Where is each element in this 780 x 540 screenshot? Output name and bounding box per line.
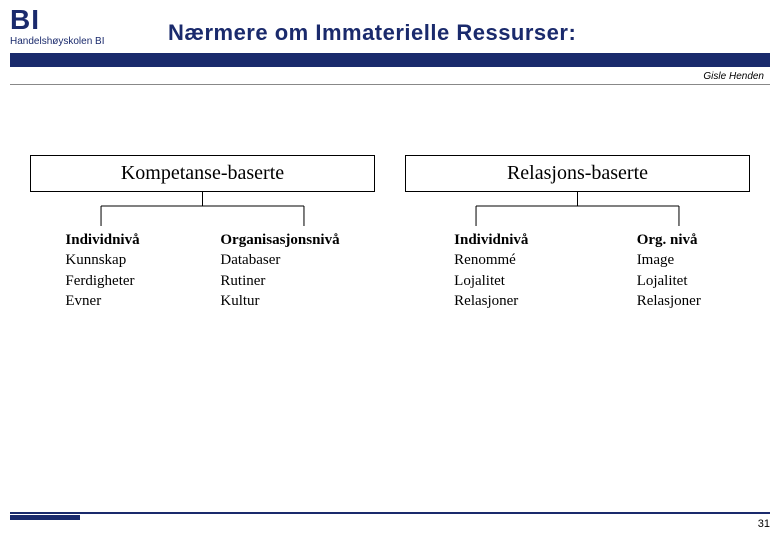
group-title-box: Kompetanse-baserte	[30, 155, 375, 192]
column-head: Individnivå	[65, 230, 139, 250]
column-head: Individnivå	[454, 230, 528, 250]
column-head: Org. nivå	[637, 230, 701, 250]
column-item: Renommé	[454, 250, 528, 270]
column-item: Relasjoner	[637, 291, 701, 311]
column-item: Kultur	[220, 291, 339, 311]
column-item: Rutiner	[220, 271, 339, 291]
tree-connector-icon	[405, 192, 750, 230]
group-title: Relasjons-baserte	[507, 162, 648, 184]
page-title: Nærmere om Immaterielle Ressurser:	[168, 6, 576, 46]
header: BI Handelshøyskolen BI Nærmere om Immate…	[0, 0, 780, 47]
column-item: Relasjoner	[454, 291, 528, 311]
group-relasjon: Relasjons-baserte Individnivå Renommé Lo…	[405, 155, 750, 311]
footer: 31	[10, 512, 770, 530]
column-item: Ferdigheter	[65, 271, 139, 291]
column-item: Kunnskap	[65, 250, 139, 270]
column-item: Lojalitet	[637, 271, 701, 291]
author-name: Gisle Henden	[703, 71, 764, 82]
logo-subtitle: Handelshøyskolen BI	[10, 36, 105, 47]
column-item: Databaser	[220, 250, 339, 270]
column-head: Organisasjonsnivå	[220, 230, 339, 250]
column-item: Lojalitet	[454, 271, 528, 291]
group-kompetanse: Kompetanse-baserte Individnivå Kunnskap …	[30, 155, 375, 311]
column-org: Org. nivå Image Lojalitet Relasjoner	[637, 230, 701, 311]
title-underline-bar	[10, 53, 770, 67]
main-content: Kompetanse-baserte Individnivå Kunnskap …	[0, 85, 780, 311]
author-bar: Gisle Henden	[10, 67, 770, 85]
column-item: Evner	[65, 291, 139, 311]
column-individ: Individnivå Kunnskap Ferdigheter Evner	[65, 230, 139, 311]
logo-main: BI	[10, 6, 40, 34]
columns: Individnivå Renommé Lojalitet Relasjoner…	[405, 230, 750, 311]
tree-connector-icon	[30, 192, 375, 230]
column-individ: Individnivå Renommé Lojalitet Relasjoner	[454, 230, 528, 311]
columns: Individnivå Kunnskap Ferdigheter Evner O…	[30, 230, 375, 311]
column-item: Image	[637, 250, 701, 270]
group-title: Kompetanse-baserte	[121, 162, 284, 184]
group-title-box: Relasjons-baserte	[405, 155, 750, 192]
column-organisasjon: Organisasjonsnivå Databaser Rutiner Kult…	[220, 230, 339, 311]
logo: BI Handelshøyskolen BI	[10, 6, 150, 47]
page-number: 31	[758, 518, 770, 530]
